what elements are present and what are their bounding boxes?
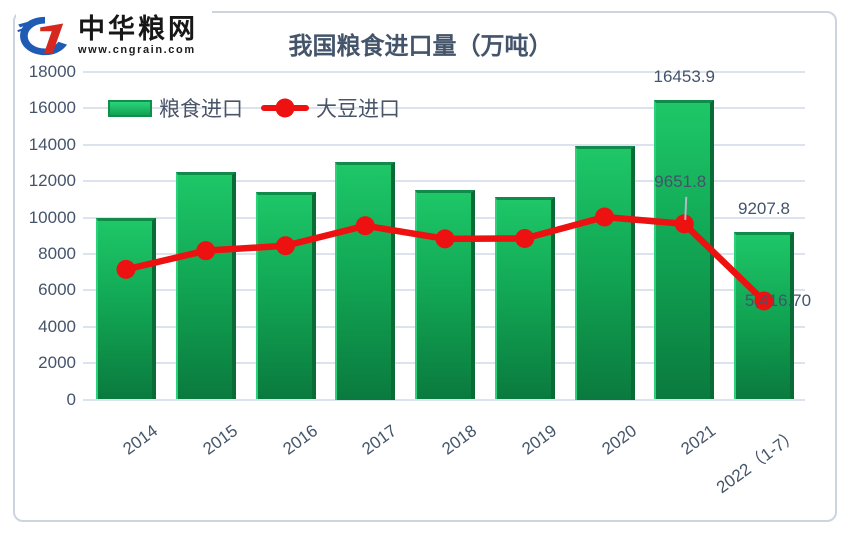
y-tick-label: 2000 (38, 353, 76, 373)
legend: 粮食进口 大豆进口 (108, 93, 402, 123)
legend-soy-dot-icon (275, 98, 295, 118)
cngrain-logo-icon (17, 16, 68, 56)
legend-soy-label: 大豆进口 (316, 98, 400, 121)
bar-2014 (96, 217, 156, 400)
gridline-16000 (83, 107, 805, 110)
bar-2022（1-7） (734, 231, 794, 400)
bar-2015 (175, 172, 236, 400)
y-tick-label: 0 (66, 389, 76, 409)
bar-2019 (494, 196, 555, 400)
gridline-0 (83, 398, 805, 401)
legend-grain-swatch (108, 99, 152, 117)
bar-2017 (335, 162, 396, 400)
data-label-9207.8: 9207.8 (738, 198, 790, 218)
logo-name: 中华粮网 (78, 14, 198, 44)
bar-2016 (255, 191, 316, 400)
bar-2021 (654, 100, 715, 400)
legend-soy-line-icon (261, 98, 309, 118)
y-tick-label: 18000 (28, 62, 76, 81)
chart-title: 我国粮食进口量（万吨） (288, 34, 553, 60)
y-tick-label: 12000 (28, 171, 76, 191)
y-tick-label: 14000 (28, 134, 76, 154)
y-tick-label: 4000 (38, 316, 76, 336)
logo-url: www.cngrain.com (78, 44, 196, 56)
gridline-14000 (83, 143, 805, 146)
legend-grain-label: 粮食进口 (159, 98, 243, 121)
bar-2018 (415, 189, 475, 400)
gridline-12000 (83, 180, 805, 183)
y-tick-label: 16000 (28, 98, 76, 118)
data-label-5416.70: 5,416.70 (744, 290, 812, 310)
y-tick-label: 10000 (28, 207, 76, 227)
logo: 中华粮网 www.cngrain.com (16, 10, 212, 62)
bar-2020 (574, 145, 635, 400)
y-tick-label: 8000 (38, 243, 76, 263)
data-label-9651.8: 9651.8 (654, 171, 707, 191)
gridline-18000 (83, 71, 805, 73)
y-tick-label: 6000 (38, 280, 76, 300)
data-label-16453.9: 16453.9 (653, 67, 715, 87)
